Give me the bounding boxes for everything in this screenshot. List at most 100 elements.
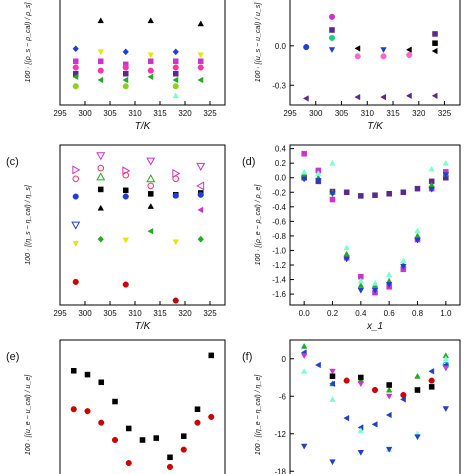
y-axis-label: 100 · [(η_e − η_cal) / η_e] — [255, 374, 262, 455]
data-point — [72, 193, 79, 200]
data-point — [414, 387, 421, 393]
data-point — [122, 281, 129, 288]
data-point — [343, 414, 350, 422]
x-tick-label: 325 — [203, 109, 217, 118]
data-point — [139, 437, 146, 443]
data-point — [329, 368, 336, 375]
y-tick-label: 0.0 — [275, 174, 287, 183]
data-point — [357, 287, 365, 294]
data-point — [172, 239, 179, 246]
data-point — [197, 58, 204, 65]
x-axis-label: x_1 — [366, 321, 383, 332]
data-point — [122, 83, 129, 90]
data-point — [97, 186, 104, 193]
data-point — [300, 176, 308, 183]
data-point — [97, 76, 104, 84]
x-tick-label: 295 — [53, 309, 67, 318]
data-point — [84, 371, 91, 378]
data-point — [380, 53, 387, 60]
data-point — [98, 419, 105, 426]
data-point — [122, 48, 129, 56]
data-point — [84, 408, 91, 415]
data-point — [166, 463, 174, 470]
chart-panel-2: 295 300 305 310 315 320 325 -0.3 0.0 T/K 100 · [(u… — [255, 0, 461, 132]
data-point — [414, 372, 421, 379]
data-point — [343, 244, 350, 251]
data-point — [358, 193, 364, 199]
data-point — [70, 367, 77, 374]
x-axis-label: T/K — [135, 321, 152, 332]
data-point — [197, 20, 204, 27]
data-point — [300, 367, 308, 374]
y-tick-label: -0.6 — [272, 217, 286, 226]
y-tick-label: -0.8 — [272, 232, 286, 241]
data-point — [147, 58, 154, 65]
data-point — [147, 227, 154, 235]
data-point — [72, 175, 80, 183]
plot-frame — [289, 144, 461, 306]
data-point — [428, 384, 435, 390]
y-tick-label: -0.3 — [272, 81, 286, 90]
data-point — [432, 31, 438, 37]
x-axis-label: T/K — [367, 121, 384, 132]
data-point — [112, 398, 118, 405]
data-point — [328, 13, 336, 20]
chart-panel-5: 100 · [(u_e − u_cal) / u_e] (e) — [6, 339, 226, 474]
data-point — [197, 235, 204, 243]
panel-label: (e) — [6, 351, 19, 363]
data-point — [329, 459, 336, 466]
panel-label: (d) — [242, 156, 255, 168]
data-point — [97, 49, 104, 56]
x-tick-label: 320 — [178, 309, 192, 318]
data-point — [329, 196, 336, 203]
data-point — [172, 70, 179, 77]
data-point — [329, 159, 336, 166]
plot-frame — [289, 339, 461, 474]
data-point — [380, 47, 387, 54]
chart-panel-6: 0 -6 -12 -18 100 · [(η_e − η_cal) / η_e] (f) — [242, 339, 461, 474]
data-point — [400, 189, 407, 196]
data-points — [300, 342, 450, 466]
data-point — [385, 411, 392, 419]
data-point — [428, 165, 435, 172]
data-point — [300, 353, 308, 359]
data-point — [329, 373, 336, 380]
data-point — [300, 342, 308, 349]
data-point — [385, 393, 393, 400]
data-point — [414, 227, 421, 234]
data-point — [98, 379, 105, 386]
data-point — [385, 386, 393, 393]
data-points — [71, 152, 206, 304]
data-point — [122, 64, 129, 71]
data-point — [72, 83, 79, 90]
data-point — [385, 282, 393, 288]
data-point — [386, 190, 392, 197]
chart-panel-4: 0.0 0.2 0.4 0.6 0.8 1.0 0.4 0.2 0.0 -0.2 -0.4 -0.6 -… — [242, 144, 461, 332]
data-point — [96, 172, 106, 181]
data-point — [172, 83, 179, 90]
panel-label: (c) — [6, 156, 19, 168]
data-point — [125, 425, 132, 432]
data-point — [414, 237, 421, 244]
y-axis-label: 100 · [(ρ_s − ρ_cal) / ρ_s] — [25, 1, 32, 82]
data-point — [371, 421, 378, 428]
y-tick-label: 0 — [282, 355, 287, 364]
x-tick-label: 310 — [128, 309, 142, 318]
data-point — [70, 406, 77, 413]
data-point — [72, 241, 79, 247]
data-point — [431, 47, 438, 55]
data-point — [72, 278, 79, 285]
data-point — [147, 203, 154, 209]
x-tick-label: 1.0 — [440, 309, 452, 318]
data-point — [328, 47, 336, 54]
data-point — [172, 297, 179, 304]
data-point — [147, 67, 154, 74]
data-point — [371, 287, 379, 294]
data-point — [72, 165, 81, 175]
data-point — [147, 17, 154, 24]
data-point — [400, 391, 407, 399]
data-point — [208, 352, 215, 359]
y-tick-label: -1.4 — [272, 276, 286, 285]
plot-frame — [59, 144, 226, 306]
data-point — [97, 235, 104, 243]
